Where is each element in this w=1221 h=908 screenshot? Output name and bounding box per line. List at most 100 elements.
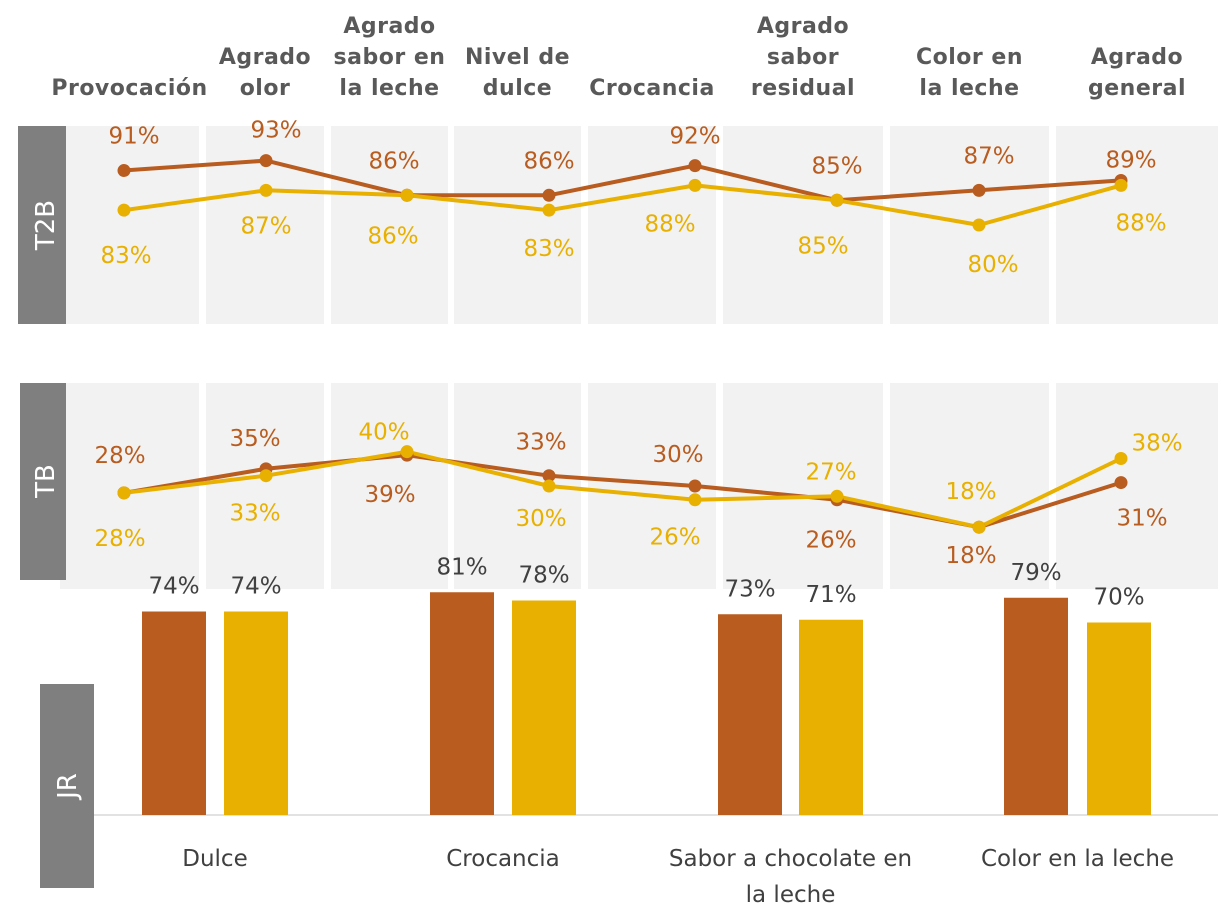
data-label: 27% <box>805 459 856 485</box>
panel-column <box>60 126 199 324</box>
row-tab-t2b-label: T2B <box>31 200 61 251</box>
data-label: 92% <box>669 124 720 150</box>
data-label: 80% <box>967 252 1018 278</box>
column-header-line: sabor <box>767 45 839 70</box>
jr-bar-chart: 74% 81% 73% 79% 74% 78% 71% 70% Dulce Crocancia Sa… <box>94 554 1218 908</box>
category-label: la leche <box>746 882 836 908</box>
bar <box>718 614 782 815</box>
data-label: 31% <box>1116 506 1167 532</box>
data-label: 88% <box>644 211 695 237</box>
row-tabs: T2B TB JR <box>18 126 94 888</box>
category-label: Dulce <box>182 846 247 872</box>
data-point <box>400 188 414 202</box>
column-header-line: olor <box>240 76 291 101</box>
data-point <box>259 154 273 168</box>
data-point <box>830 489 844 503</box>
data-label: 28% <box>94 443 145 469</box>
row-tab-tb <box>20 383 66 580</box>
bar-label: 74% <box>148 574 199 600</box>
data-label: 83% <box>523 236 574 262</box>
panel-column <box>588 126 716 324</box>
data-point <box>688 159 702 173</box>
panel-column <box>331 126 448 324</box>
series-line <box>123 158 1122 203</box>
data-label: 18% <box>945 479 996 505</box>
data-label: 38% <box>1131 431 1182 457</box>
data-point <box>972 183 986 197</box>
data-label: 93% <box>250 118 301 144</box>
data-point <box>1114 476 1128 490</box>
bar <box>430 592 494 815</box>
column-header-line: Agrado <box>757 14 849 39</box>
data-label: 35% <box>229 426 280 452</box>
column-header-line: Agrado <box>219 45 311 70</box>
panel-column <box>723 383 883 589</box>
data-label: 26% <box>805 528 856 554</box>
bar-label: 78% <box>518 563 569 589</box>
bar-label: 81% <box>436 554 487 580</box>
row-tab-jr-label: JR <box>53 773 83 801</box>
row-tab-t2b <box>18 126 66 324</box>
series-line <box>123 183 1122 227</box>
bar <box>799 619 863 815</box>
bar-label: 79% <box>1010 560 1061 586</box>
data-label: 30% <box>652 442 703 468</box>
column-header-line: general <box>1088 76 1186 101</box>
data-label: 30% <box>515 506 566 532</box>
category-label: Color en la leche <box>981 846 1174 872</box>
data-label: 86% <box>367 223 418 249</box>
data-label: 39% <box>364 482 415 508</box>
data-label: 87% <box>240 213 291 239</box>
category-label: Crocancia <box>446 846 560 872</box>
column-header-line: Agrado <box>1091 45 1183 70</box>
data-label: 26% <box>649 525 700 551</box>
column-header-line: la leche <box>339 76 439 101</box>
data-label: 33% <box>515 430 566 456</box>
panel-column <box>890 383 1049 589</box>
data-label: 33% <box>229 501 280 527</box>
data-point <box>542 469 556 483</box>
data-label: 86% <box>523 148 574 174</box>
bar <box>142 611 206 815</box>
data-point <box>1114 178 1128 192</box>
row-tab-tb-label: TB <box>31 464 61 499</box>
column-headers: Provocación Agrado olor Agrado sabor en la le… <box>51 14 1186 101</box>
row-tab-jr <box>40 684 94 888</box>
data-label: 89% <box>1105 147 1156 173</box>
data-label: 28% <box>94 526 145 552</box>
data-point <box>688 178 702 192</box>
data-point <box>972 520 986 534</box>
data-label: 18% <box>945 543 996 569</box>
data-point <box>688 479 702 493</box>
data-label: 91% <box>108 124 159 150</box>
bar-label: 74% <box>230 574 281 600</box>
data-label: 87% <box>963 143 1014 169</box>
column-header-line: la leche <box>919 76 1019 101</box>
bar <box>1087 622 1151 815</box>
data-label: 83% <box>100 243 151 269</box>
data-label: 40% <box>358 420 409 446</box>
data-point <box>259 183 273 197</box>
t2b-line-chart: 91% 93% 86% 86% 92% 85% 87% 89% 83% 87% 86% 83% 88% 8… <box>100 118 1166 278</box>
data-label: 85% <box>797 233 848 259</box>
data-label: 86% <box>368 148 419 174</box>
data-point <box>972 218 986 232</box>
category-label: Sabor a chocolate en <box>669 846 912 872</box>
column-header-line: dulce <box>483 76 552 101</box>
panel-column <box>331 383 448 589</box>
column-header-line: residual <box>751 76 855 101</box>
bar <box>512 600 576 815</box>
column-header-line: Nivel de <box>465 45 570 70</box>
panel-backgrounds <box>60 126 1218 589</box>
column-header-line: sabor en <box>334 45 446 70</box>
data-point <box>1114 452 1128 466</box>
data-point <box>259 469 273 483</box>
bar <box>1004 597 1068 815</box>
data-point <box>542 203 556 217</box>
data-label: 85% <box>811 153 862 179</box>
bar <box>224 611 288 815</box>
column-header-line: Provocación <box>51 76 207 101</box>
bar-label: 70% <box>1093 585 1144 611</box>
panel-column <box>454 126 581 324</box>
